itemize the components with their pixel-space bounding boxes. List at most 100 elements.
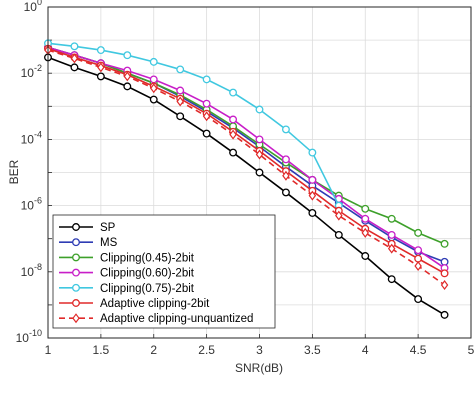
legend-marker: [72, 313, 80, 324]
data-point: [229, 148, 238, 157]
data-point: [334, 230, 343, 239]
data-point: [281, 188, 290, 197]
data-point: [361, 227, 369, 238]
data-point: [440, 239, 449, 248]
data-point: [387, 275, 396, 284]
data-point: [123, 71, 132, 82]
y-tick-exponent: -8: [34, 262, 42, 272]
y-tick-mantissa: 10: [21, 132, 35, 146]
series-line: [47, 49, 446, 286]
legend-marker: [72, 253, 80, 262]
y-tick-label: 100: [24, 0, 42, 14]
data-point: [202, 129, 211, 138]
data-point: [123, 51, 132, 60]
data-point: [229, 115, 238, 124]
x-tick-label: 4: [362, 343, 369, 357]
data-point: [97, 62, 105, 73]
y-axis-title: BER: [7, 159, 21, 184]
y-tick-label: 10-10: [16, 328, 42, 345]
y-tick-mantissa: 10: [21, 265, 35, 279]
data-point: [176, 86, 185, 95]
data-point: [202, 111, 211, 122]
data-point: [96, 46, 105, 55]
data-point: [176, 112, 185, 121]
x-tick-label: 4.5: [410, 343, 427, 357]
data-point: [281, 125, 290, 134]
x-axis-title: SNR(dB): [235, 361, 283, 375]
data-point: [202, 99, 211, 108]
legend-marker: [72, 223, 80, 231]
data-point: [414, 260, 422, 271]
data-point: [414, 228, 423, 237]
y-tick-exponent: -6: [34, 196, 42, 206]
data-point: [387, 243, 396, 254]
y-tick-label: 10-6: [21, 196, 42, 213]
data-point: [440, 269, 449, 278]
data-point: [123, 82, 132, 91]
data-point: [414, 254, 423, 263]
series-line: [47, 42, 340, 206]
series-6: [44, 45, 449, 290]
x-tick-label: 3.5: [304, 343, 321, 357]
data-point: [361, 204, 370, 213]
y-tick-label: 10-8: [21, 262, 42, 279]
data-point: [176, 96, 184, 107]
plot-frame: [47, 6, 472, 339]
data-point: [282, 170, 290, 181]
y-tick-label: 10-4: [21, 129, 42, 146]
data-point: [440, 310, 449, 319]
legend-label: Adaptive clipping-unquantized: [100, 313, 253, 325]
data-point: [308, 190, 317, 201]
data-point: [414, 246, 423, 255]
data-point: [150, 83, 158, 94]
data-point: [202, 75, 211, 84]
data-point: [255, 135, 264, 144]
data-point: [308, 208, 317, 217]
y-tick-mantissa: 10: [21, 199, 35, 213]
series-0: [44, 53, 449, 319]
legend-label: SP: [100, 222, 116, 234]
x-tick-label: 2: [150, 343, 157, 357]
x-tick-label: 3: [256, 343, 263, 357]
y-tick-exponent: -2: [34, 63, 42, 73]
legend-marker: [72, 238, 80, 247]
legend-label: Adaptive clipping-2bit: [100, 298, 210, 310]
data-point: [176, 65, 185, 74]
data-point: [70, 53, 79, 64]
legend-marker: [72, 299, 80, 307]
y-tick-exponent: 0: [37, 0, 42, 7]
legend-marker: [72, 268, 80, 277]
series-line: [47, 46, 446, 269]
series-line: [47, 56, 445, 316]
series-line: [47, 47, 445, 275]
y-tick-exponent: -4: [34, 129, 42, 139]
legend-marker: [72, 283, 80, 292]
data-point: [229, 129, 237, 140]
data-point: [70, 42, 79, 51]
data-point: [149, 75, 158, 84]
data-point: [70, 63, 79, 72]
data-point: [440, 279, 449, 290]
data-point: [229, 88, 238, 97]
x-tick-label: 2.5: [198, 343, 215, 357]
data-point: [387, 230, 396, 239]
series-4: [44, 39, 343, 210]
data-point: [255, 149, 264, 160]
data-point: [361, 252, 370, 260]
series-lines: [44, 39, 449, 319]
y-tick-mantissa: 10: [21, 66, 35, 80]
data-point: [414, 295, 423, 304]
legend-box: [52, 214, 276, 329]
data-point: [96, 72, 105, 81]
data-point: [361, 214, 370, 223]
x-tick-label: 5: [468, 343, 474, 357]
series-line: [47, 46, 445, 245]
legend-label: Clipping(0.60)-2bit: [100, 268, 195, 280]
y-tick-mantissa: 10: [24, 0, 38, 14]
data-point: [149, 57, 158, 66]
legend: SP MS Clipping(0.45)-2bit Clipping(0.60)-2b…: [52, 214, 276, 329]
y-tick-mantissa: 10: [16, 331, 30, 345]
y-tick-label: 10-2: [21, 63, 42, 80]
